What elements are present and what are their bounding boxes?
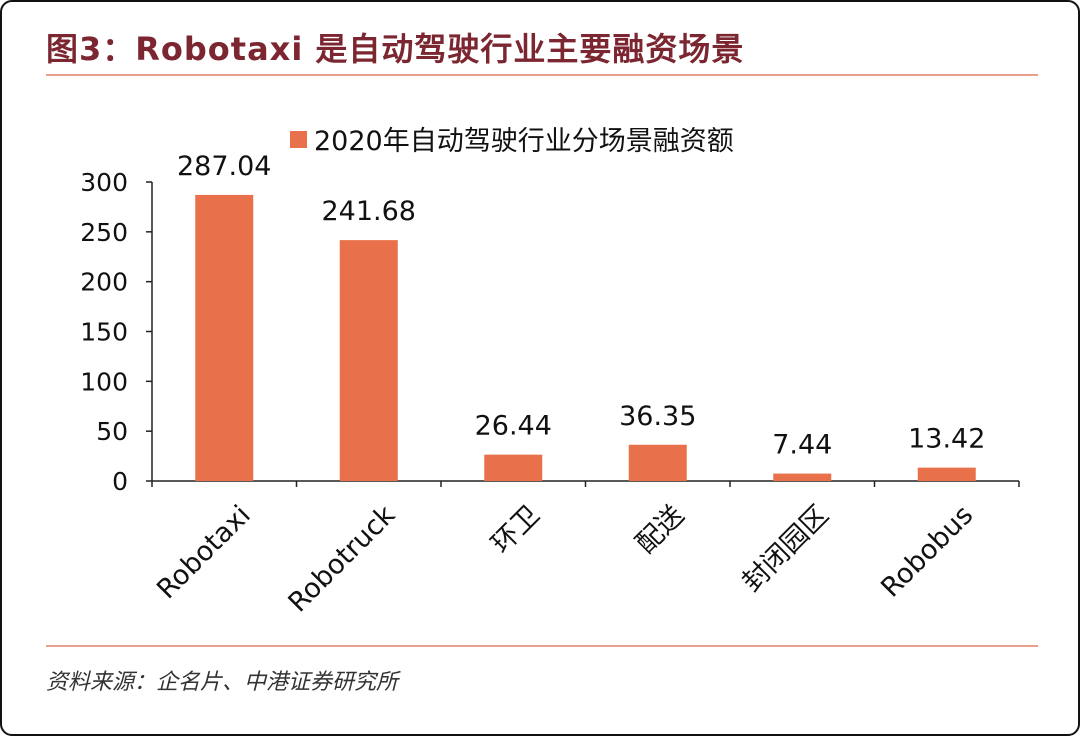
bar	[773, 473, 832, 481]
y-axis: 0 50 100 150 200 250 300	[80, 168, 1020, 496]
source-note: 资料来源：企名片、中港证券研究所	[46, 670, 399, 695]
bar	[339, 240, 398, 481]
x-category-label: Robotruck	[282, 499, 401, 618]
title-divider	[46, 74, 1038, 76]
bar	[195, 194, 254, 481]
bars	[195, 194, 976, 481]
x-category-label: 封闭园区	[736, 500, 834, 598]
legend-swatch	[290, 131, 307, 148]
data-labels: 287.04 241.68 26.44 36.35 7.44 13.42	[177, 151, 985, 461]
x-category-label: 配送	[630, 500, 690, 560]
x-axis-labels: Robotaxi Robotruck 环卫 配送 封闭园区 Robobus	[151, 499, 979, 618]
y-tick-label: 50	[96, 417, 128, 446]
x-category-label: Robobus	[875, 500, 979, 604]
y-tick-label: 200	[80, 268, 128, 297]
y-tick-label: 100	[80, 367, 128, 396]
figure-title: 图3：Robotaxi 是自动驾驶行业主要融资场景	[46, 30, 745, 68]
legend: 2020年自动驾驶行业分场景融资额	[290, 126, 734, 157]
bar	[484, 454, 543, 481]
y-tick-label: 250	[80, 218, 128, 247]
y-tick-label: 300	[80, 168, 128, 197]
y-tick-label: 0	[112, 467, 128, 496]
data-label: 36.35	[619, 401, 696, 432]
bar	[628, 444, 687, 481]
data-label: 13.42	[908, 424, 985, 455]
x-category-label: 环卫	[486, 500, 546, 560]
source-divider	[46, 645, 1038, 647]
data-label: 7.44	[772, 430, 832, 461]
data-label: 241.68	[322, 196, 416, 227]
x-category-label: Robotaxi	[151, 500, 257, 606]
bar	[917, 467, 976, 481]
y-tick-label: 150	[80, 318, 128, 347]
data-label: 287.04	[177, 151, 271, 182]
data-label: 26.44	[475, 411, 552, 442]
legend-label: 2020年自动驾驶行业分场景融资额	[314, 126, 734, 157]
